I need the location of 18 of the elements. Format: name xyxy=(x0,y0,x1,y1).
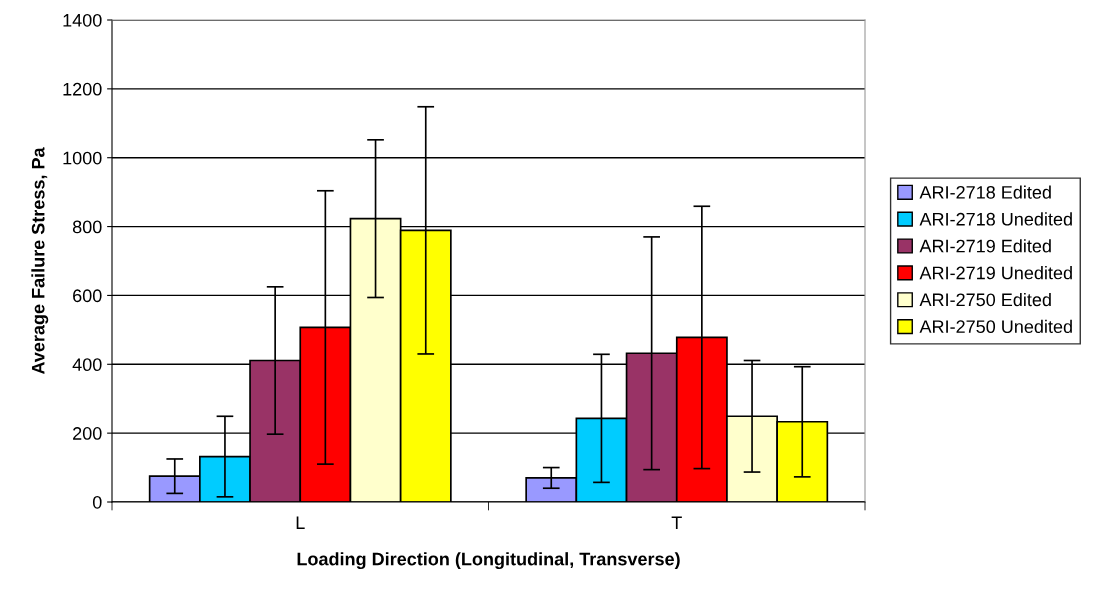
y-tick-label: 400 xyxy=(72,358,102,372)
legend-label: ARI-2750 Edited xyxy=(919,292,1051,307)
y-tick-label: 200 xyxy=(73,427,102,440)
y-axis-title: Average Failure Stress, Pa xyxy=(31,147,49,375)
y-tick-label: 0 xyxy=(92,495,102,509)
legend-label: ARI-2719 Edited xyxy=(919,239,1051,253)
x-tick-label: L xyxy=(296,516,305,529)
legend-label: ARI-2718 Edited xyxy=(919,185,1051,199)
legend-label: ARI-2718 Unedited xyxy=(919,212,1072,226)
y-tick-label: 1200 xyxy=(63,82,102,96)
x-axis-title: Loading Direction (Longitudinal, Transverse) xyxy=(297,552,680,570)
y-tick-label: 600 xyxy=(73,289,102,303)
y-tick-label: 800 xyxy=(72,220,102,234)
legend-label: ARI-2750 Unedited xyxy=(919,319,1072,334)
y-tick-label: 1000 xyxy=(63,151,102,165)
y-tick-label: 1400 xyxy=(63,13,102,27)
legend-label: ARI-2719 Unedited xyxy=(919,266,1072,280)
x-tick-label: T xyxy=(671,516,682,529)
